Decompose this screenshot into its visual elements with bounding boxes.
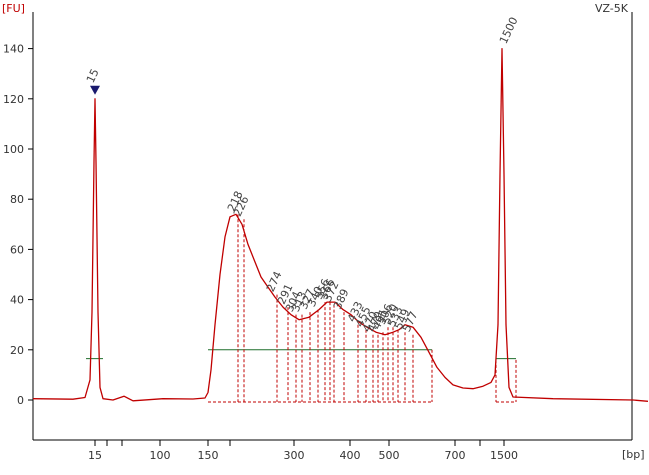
x-tick-label: 150 — [198, 449, 219, 462]
y-tick-label: 0 — [17, 394, 24, 407]
chart-title: VZ-5K — [595, 2, 629, 15]
x-tick-label: 15 — [88, 449, 102, 462]
y-tick-label: 60 — [10, 243, 24, 256]
y-unit-label: [FU] — [2, 2, 25, 15]
y-tick-label: 80 — [10, 193, 24, 206]
x-tick-label: 1500 — [490, 449, 518, 462]
axis-ticks-layer: 0 20 40 60 80 100 120 140 15 100 150 300 400 500 700 15… — [3, 43, 518, 462]
trace-layer — [32, 47, 649, 402]
y-tick-label: 20 — [10, 344, 24, 357]
lower-marker-label: 15 — [84, 67, 102, 85]
y-tick-label: 120 — [3, 93, 24, 106]
x-tick-label: 400 — [340, 449, 361, 462]
lower-marker-triangle-icon — [90, 85, 100, 95]
y-tick-label: 40 — [10, 294, 24, 307]
upper-marker-label: 1500 — [497, 15, 521, 46]
fluorescence-trace — [32, 47, 649, 402]
x-tick-label: 500 — [379, 449, 400, 462]
baseline-and-marker-layer — [86, 214, 517, 403]
x-tick-label: 100 — [150, 449, 171, 462]
y-tick-label: 100 — [3, 143, 24, 156]
peak-label-layer: 2182262742913043133273403563663723894334… — [84, 15, 521, 334]
x-tick-label: 700 — [445, 449, 466, 462]
y-tick-label: 140 — [3, 43, 24, 56]
x-tick-label: 300 — [284, 449, 305, 462]
x-unit-label: [bp] — [622, 448, 645, 461]
